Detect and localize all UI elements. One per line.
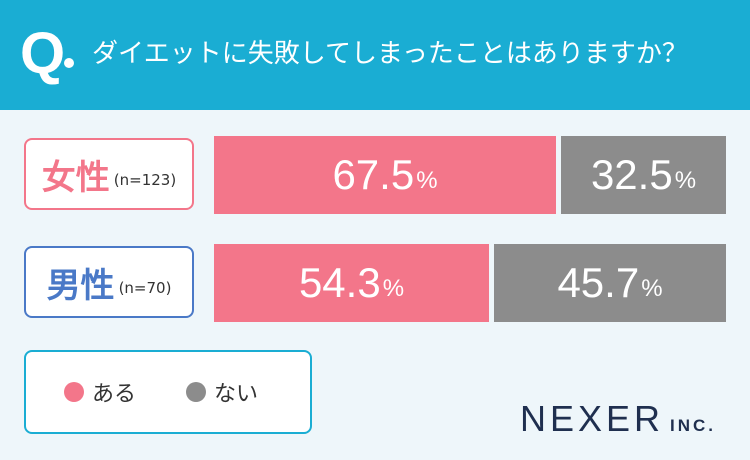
percent-unit: % bbox=[674, 167, 697, 194]
legend-label-no: ない bbox=[214, 382, 259, 407]
sample-size-label: (n=70) bbox=[118, 279, 172, 297]
logo-main-text: NEXER bbox=[520, 398, 665, 439]
logo-sub-text: INC. bbox=[670, 416, 717, 435]
bar-value-label: 67.5 bbox=[332, 151, 415, 198]
bar-value-label: 32.5 bbox=[590, 151, 673, 198]
question-text: ダイエットに失敗してしまったことはありますか？ bbox=[92, 39, 688, 69]
question-header: Q ダイエットに失敗してしまったことはありますか？ bbox=[0, 0, 750, 110]
bar-value-label: 54.3 bbox=[298, 259, 381, 306]
category-label-box: 女性 (n=123) bbox=[24, 138, 194, 210]
bar-segment: 67.5% bbox=[214, 136, 556, 214]
bar-segment: 45.7% bbox=[494, 244, 726, 322]
q-dot-icon bbox=[64, 58, 74, 68]
stacked-bar: 67.5% 32.5% bbox=[214, 136, 726, 214]
percent-unit: % bbox=[641, 275, 663, 302]
company-logo: NEXER INC. bbox=[520, 398, 716, 440]
legend-dot-yes-icon bbox=[64, 382, 84, 402]
legend-item-no: ない bbox=[186, 376, 258, 408]
percent-unit: % bbox=[416, 167, 438, 194]
legend-item-yes: ある bbox=[64, 376, 136, 408]
bar-segment: 32.5% bbox=[561, 136, 726, 214]
legend-dot-no-icon bbox=[186, 382, 206, 402]
q-letter: Q bbox=[20, 21, 66, 86]
category-label: 男性 bbox=[46, 265, 115, 306]
percent-unit: % bbox=[382, 275, 405, 302]
category-label: 女性 bbox=[41, 157, 110, 198]
legend: ある ない bbox=[24, 350, 312, 434]
category-label-box: 男性 (n=70) bbox=[24, 246, 194, 318]
bar-value-label: 45.7 bbox=[557, 259, 640, 306]
sample-size-label: (n=123) bbox=[113, 171, 177, 189]
stacked-bar: 54.3% 45.7% bbox=[214, 244, 726, 322]
bar-segment: 54.3% bbox=[214, 244, 489, 322]
legend-label-yes: ある bbox=[92, 382, 137, 407]
